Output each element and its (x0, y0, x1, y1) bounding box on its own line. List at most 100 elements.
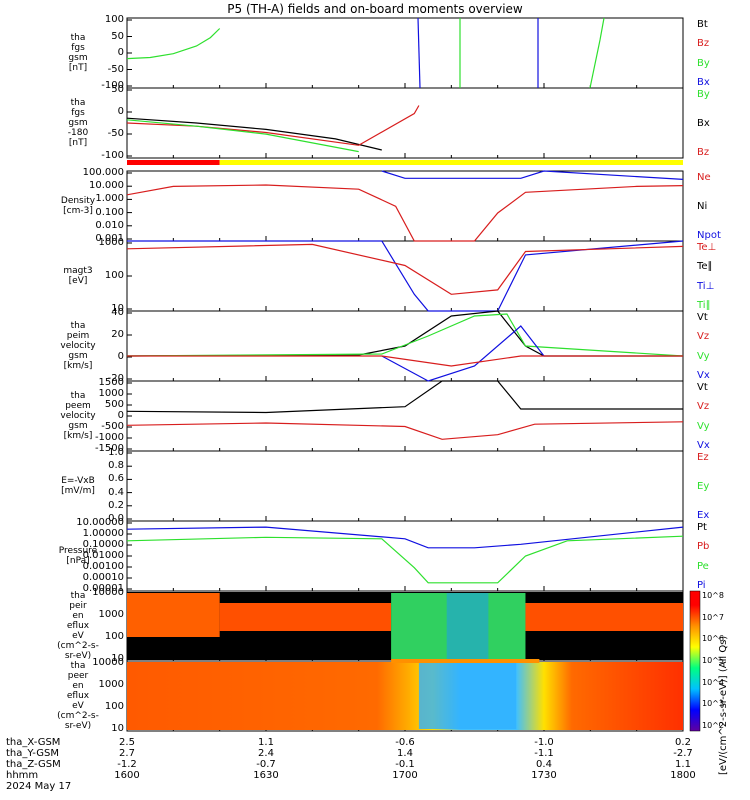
peir-band-mid (219, 603, 392, 631)
ylabel-line: [mV/m] (61, 486, 95, 496)
legend-Vy: Vy (697, 350, 710, 362)
legend-Vt: Vt (697, 312, 708, 323)
ylabel-line: gsm (68, 351, 88, 361)
ylabel-line: en (72, 611, 84, 621)
ytick-label: 0.100 (95, 206, 124, 218)
fgs-bx-spike (417, 17, 421, 89)
ytick-label: 1000 (98, 609, 124, 620)
ytick-label: 0.01000 (82, 550, 124, 561)
ytick-label: 10.000 (89, 180, 124, 192)
series-peim_v-Vy (126, 313, 684, 357)
panel-frame-peem_v (126, 380, 684, 452)
footer-row-label: tha_Y-GSM (6, 748, 60, 759)
ytick-label: 50 (111, 84, 124, 95)
ylabel-line: (cm^2-s- (57, 641, 99, 651)
series-pressure-Pe (126, 535, 684, 584)
ytick-label: 10 (111, 653, 124, 664)
ytick-label: 0.2 (108, 499, 124, 511)
footer-value: -1.2 (117, 759, 137, 770)
footer-row-label: hhmm (6, 770, 39, 781)
ytick-label: 10.00000 (76, 517, 124, 528)
ylabel-line: tha (70, 661, 86, 671)
ylabel-line: -180 (67, 128, 89, 138)
ylabel-line: fgs (71, 108, 85, 118)
ytick-label: -20 (107, 373, 124, 384)
legend-Vt: Vt (697, 382, 708, 393)
legend-Pb: Pb (697, 541, 710, 553)
ytick-label: 0.8 (108, 460, 124, 472)
footer-row-label: tha_X-GSM (6, 737, 61, 748)
legend-Vy: Vy (697, 420, 710, 432)
ylabel-line: eV (72, 631, 84, 641)
ylabel-line: [nT] (68, 63, 88, 73)
peer-spectrogram (127, 662, 683, 730)
ylabel-line: Pressure (58, 546, 98, 556)
ylabel-line: [km/s] (63, 431, 93, 441)
footer-value: 2.5 (119, 737, 135, 748)
ylabel-line: gsm (68, 118, 88, 128)
legend-Bz: Bz (697, 147, 710, 158)
panel-frame-pressure (126, 520, 684, 592)
ylabel-line: [nPa] (66, 556, 90, 566)
legend-Pe: Pe (697, 560, 709, 572)
ytick-label: 0.001 (95, 233, 124, 244)
mode-bar-slow (127, 160, 220, 165)
series-pressure-Pt (126, 526, 684, 549)
legend-Pt: Pt (697, 522, 707, 533)
ytick-label: 0.00010 (82, 572, 124, 583)
colorbar-tick: 10^4 (702, 677, 724, 687)
colorbar-tick: 10^2 (702, 721, 724, 730)
series-peim_v-Vx (381, 325, 545, 382)
ytick-label: -1500 (94, 443, 124, 454)
ylabel-line: (cm^2-s- (57, 711, 99, 721)
peer-core (418, 663, 517, 729)
ylabel-line: magt3 (63, 266, 93, 276)
ylabel-line: [km/s] (63, 361, 93, 371)
legend-Te∥: Te∥ (697, 261, 713, 273)
ytick-label: 0.10000 (82, 539, 124, 550)
ylabel-line: tha (70, 391, 86, 401)
footer-value: -0.7 (256, 759, 276, 770)
ylabel-line: en (72, 681, 84, 691)
ylabel-line: sr-eV) (64, 721, 92, 731)
ytick-label: 100 (104, 631, 124, 642)
panel-frame-efield (126, 450, 684, 522)
legend-Vx: Vx (697, 370, 710, 381)
ytick-label: 0.0 (108, 513, 124, 524)
footer-value: 2.7 (119, 748, 135, 759)
legend-Bx: Bx (697, 77, 710, 88)
ytick-label: -1000 (94, 432, 124, 443)
legend-Ez: Ez (697, 452, 709, 463)
ylabel-line: gsm (68, 421, 88, 431)
footer-value: 1630 (253, 770, 279, 781)
legend-Bz: Bz (697, 38, 710, 50)
series-density-Npot (381, 170, 684, 180)
legend-Ex: Ex (697, 510, 710, 521)
legend-Bt: Bt (697, 19, 708, 30)
footer-value: 2.4 (258, 748, 274, 759)
ylabel-line: velocity (60, 411, 96, 421)
ylabel-line: [cm-3] (63, 206, 93, 216)
mode-bar-fast (219, 160, 683, 165)
series-density-Ne (126, 184, 684, 242)
footer-value: 1.1 (675, 759, 691, 770)
footer-value: -1.0 (534, 737, 554, 748)
footer-value: -0.6 (395, 737, 415, 748)
colorbar-tick: 10^7 (702, 612, 724, 622)
legend-By: By (697, 89, 710, 100)
footer-value: -2.7 (673, 748, 693, 759)
peer-edge (391, 659, 540, 663)
ytick-label: 40 (111, 307, 124, 318)
ytick-label: 0.6 (108, 473, 124, 485)
legend-Te⊥: Te⊥ (697, 242, 717, 253)
ylabel-line: tha (70, 33, 86, 43)
legend-Vz: Vz (697, 401, 710, 413)
legend-Npot: Npot (697, 230, 721, 241)
ylabel-line: velocity (60, 341, 96, 351)
ytick-label: 100 (104, 701, 124, 712)
footer-date: 2024 May 17 (6, 781, 72, 792)
colorbar-label: [eV/(cm^2-s-sr-eV)] (All Qs) (718, 635, 729, 775)
legend-Vx: Vx (697, 440, 710, 451)
